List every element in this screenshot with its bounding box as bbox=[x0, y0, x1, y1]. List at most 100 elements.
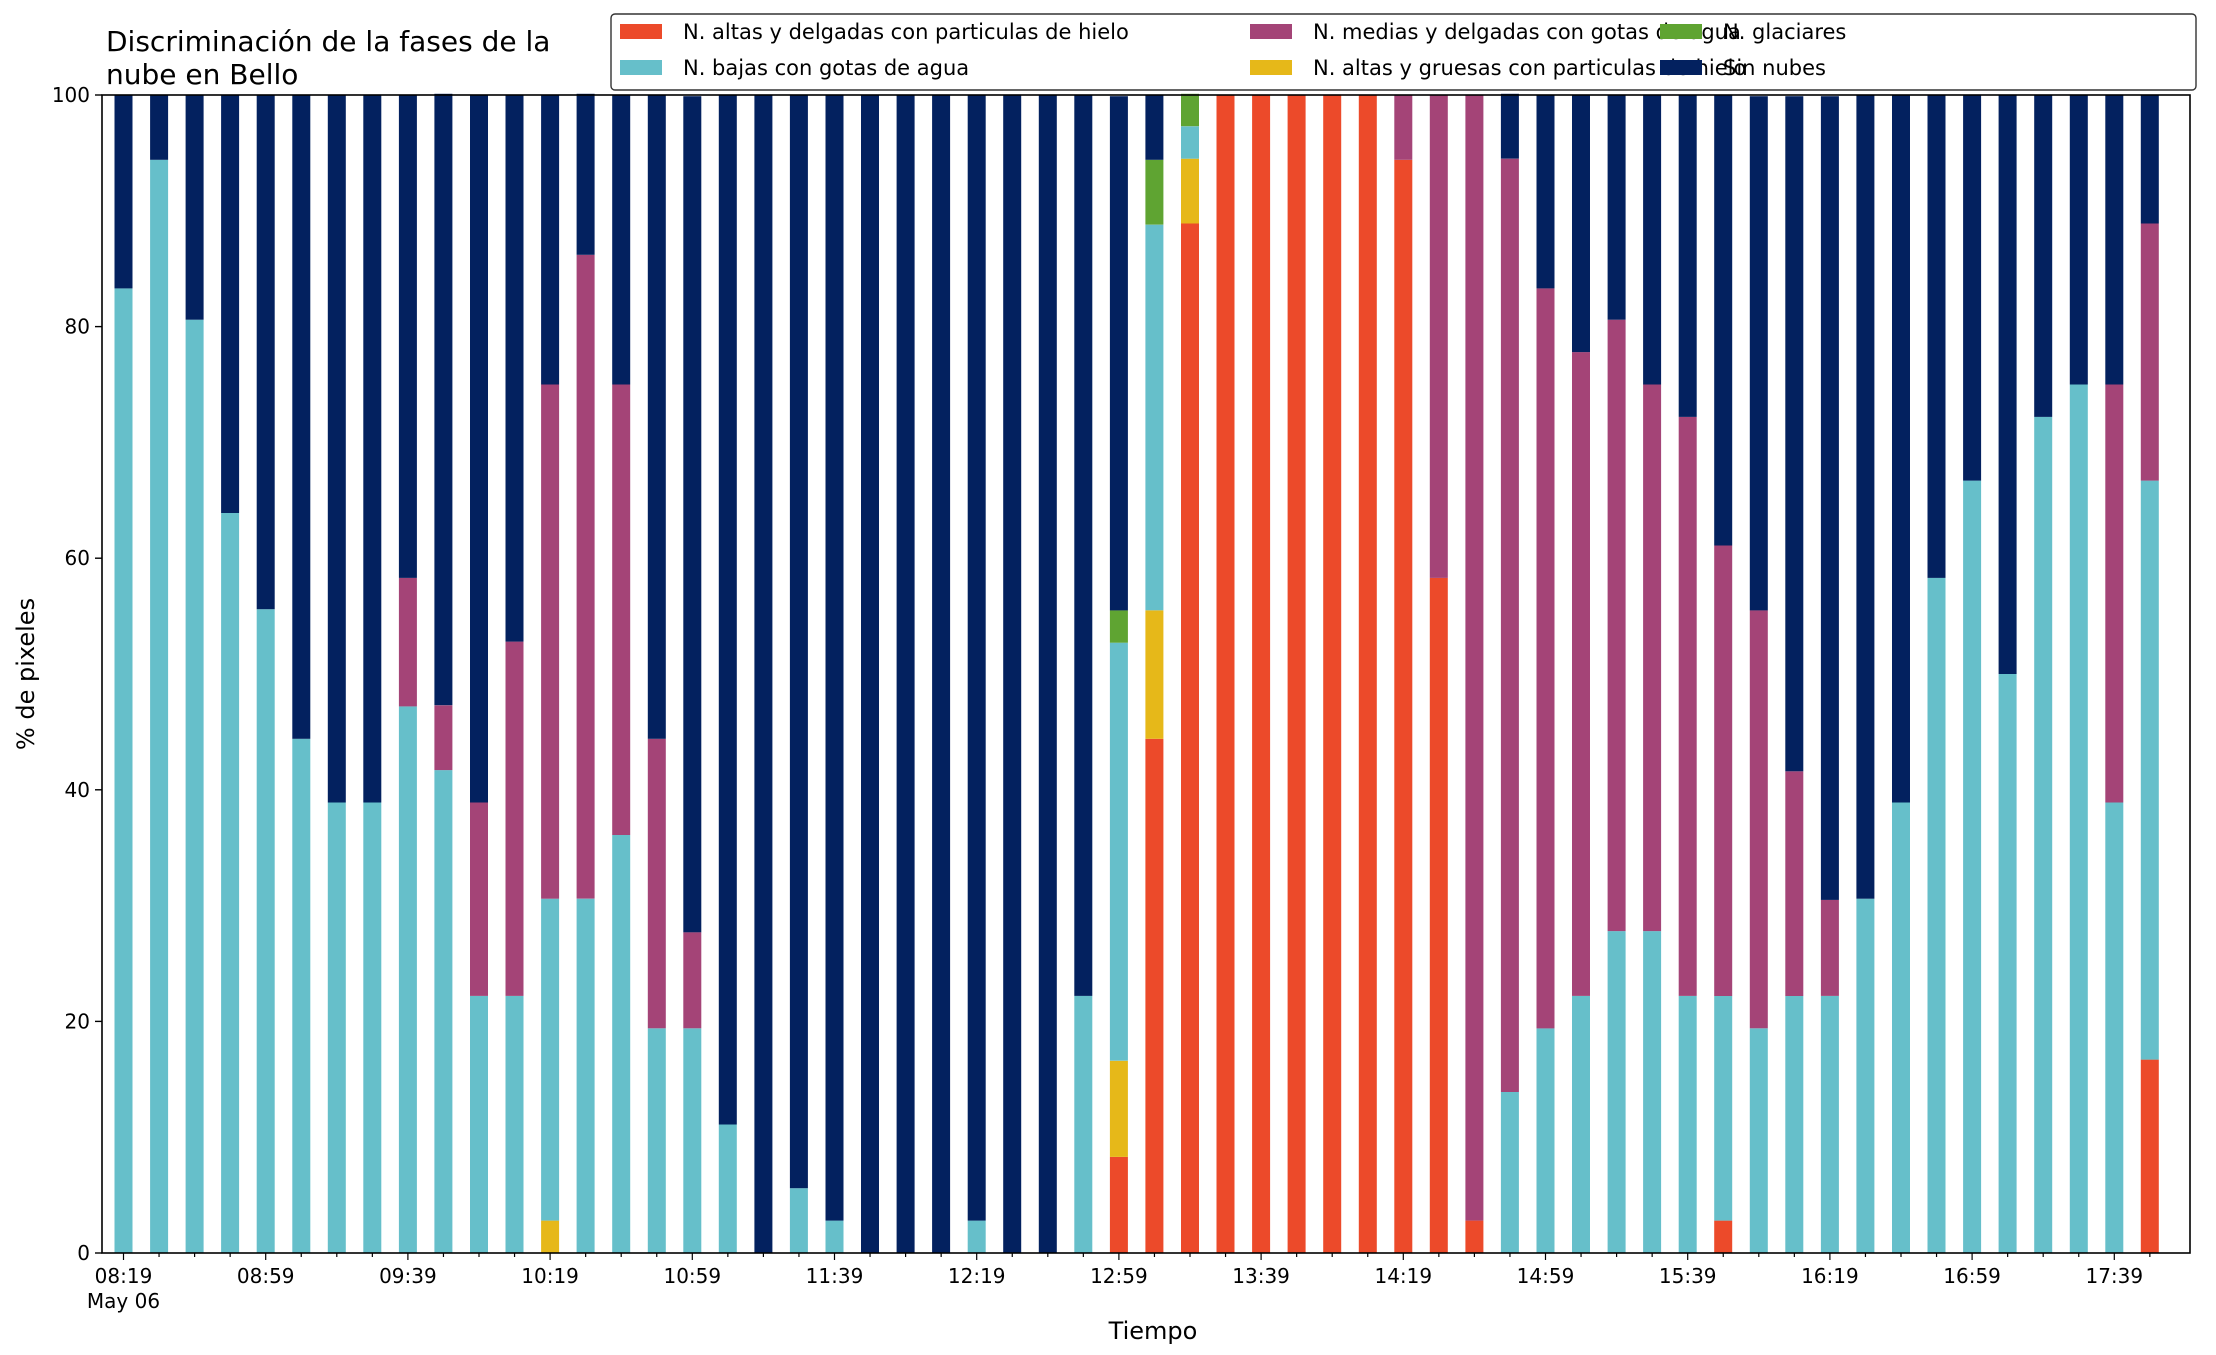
bar-segment bbox=[150, 159, 169, 1253]
legend-swatch bbox=[1250, 24, 1292, 39]
plot-frame bbox=[101, 94, 2191, 1254]
legend-swatch bbox=[1660, 60, 1702, 75]
bar-segment bbox=[789, 1188, 808, 1253]
bar-segment bbox=[185, 319, 204, 1253]
bar-segment bbox=[2069, 384, 2088, 1253]
bar-segment bbox=[1145, 159, 1164, 225]
bar-segment bbox=[825, 1220, 844, 1253]
bar-segment bbox=[647, 1028, 666, 1253]
y-tick-label: 100 bbox=[52, 83, 90, 107]
bar-segment bbox=[932, 95, 951, 1253]
y-axis: 0 20 40 60 80 100 bbox=[52, 83, 102, 1265]
bar-segment bbox=[1749, 1028, 1768, 1253]
x-tick-label: 13:39 bbox=[1232, 1264, 1290, 1288]
bar-segment bbox=[861, 95, 879, 1253]
x-tick-label: 12:19 bbox=[948, 1264, 1006, 1288]
bar-segment bbox=[434, 93, 453, 706]
bar-segment bbox=[1607, 95, 1626, 320]
bar-segment bbox=[1181, 158, 1199, 224]
bar-segment bbox=[363, 95, 382, 803]
legend-label: N. glaciares bbox=[1723, 20, 1846, 44]
bar-segment bbox=[1678, 95, 1697, 417]
bars-group bbox=[114, 93, 2159, 1254]
bar-segment bbox=[470, 995, 488, 1253]
bar-segment bbox=[1109, 1156, 1128, 1253]
bar-segment bbox=[256, 609, 275, 1253]
bar-segment bbox=[1892, 802, 1910, 1253]
bar-segment bbox=[1572, 352, 1590, 996]
bar-segment bbox=[1749, 610, 1768, 1029]
bar-segment bbox=[647, 738, 666, 1029]
bar-segment bbox=[434, 770, 453, 1253]
bar-segment bbox=[150, 95, 169, 160]
bar-segment bbox=[221, 513, 240, 1253]
bar-segment bbox=[1038, 95, 1057, 1253]
x-tick-label: 10:59 bbox=[663, 1264, 721, 1288]
legend: N. altas y delgadas con particulas de hi… bbox=[610, 13, 2197, 91]
chart-title-line-1: Discriminación de la fases de la bbox=[106, 25, 550, 58]
bar-segment bbox=[1429, 95, 1448, 578]
bar-segment bbox=[1500, 158, 1519, 1092]
bar-segment bbox=[1323, 95, 1342, 1253]
bar-segment bbox=[1145, 95, 1164, 160]
y-tick-label: 20 bbox=[65, 1009, 90, 1033]
bar-segment bbox=[718, 95, 737, 1125]
bar-segment bbox=[1074, 95, 1093, 996]
bar-segment bbox=[1429, 577, 1448, 1253]
legend-label: N. bajas con gotas de agua bbox=[683, 56, 969, 80]
bar-segment bbox=[1287, 95, 1306, 1253]
bar-segment bbox=[1643, 931, 1662, 1253]
bar-segment bbox=[789, 95, 808, 1189]
y-tick-label: 60 bbox=[65, 546, 90, 570]
bar-segment bbox=[398, 95, 417, 578]
bar-segment bbox=[683, 96, 702, 933]
bar-segment bbox=[2140, 95, 2159, 224]
x-tick-label: 10:19 bbox=[521, 1264, 579, 1288]
bar-segment bbox=[1145, 738, 1164, 1253]
bar-segment bbox=[398, 706, 417, 1253]
bar-segment bbox=[292, 95, 311, 739]
bar-segment bbox=[1109, 96, 1128, 611]
bar-segment bbox=[114, 288, 133, 1253]
bar-segment bbox=[1856, 898, 1875, 1253]
y-tick-label: 0 bbox=[77, 1241, 90, 1265]
bar-segment bbox=[1109, 1060, 1128, 1157]
bar-segment bbox=[1998, 95, 2017, 674]
bar-segment bbox=[2140, 480, 2159, 1060]
bar-segment bbox=[1785, 771, 1804, 996]
chart-title-line-2: nube en Bello bbox=[106, 58, 298, 91]
x-tick-date-label: May 06 bbox=[87, 1289, 160, 1313]
y-tick-label: 40 bbox=[65, 778, 90, 802]
x-tick-label: 08:59 bbox=[237, 1264, 295, 1288]
bar-segment bbox=[1820, 96, 1839, 900]
bar-segment bbox=[470, 95, 488, 803]
bar-segment bbox=[185, 95, 204, 320]
bar-segment bbox=[825, 95, 844, 1221]
bar-segment bbox=[2069, 95, 2088, 385]
legend-swatch bbox=[1660, 24, 1702, 39]
bar-segment bbox=[1252, 95, 1271, 1253]
x-tick-label: 17:39 bbox=[2085, 1264, 2143, 1288]
bar-segment bbox=[1394, 159, 1413, 1253]
bar-segment bbox=[1820, 995, 1839, 1253]
bar-segment bbox=[470, 802, 488, 996]
bar-segment bbox=[1927, 577, 1946, 1253]
bar-segment bbox=[1963, 95, 1982, 481]
x-tick-label: 16:19 bbox=[1801, 1264, 1859, 1288]
bar-segment bbox=[1643, 384, 1662, 932]
bar-segment bbox=[1500, 1092, 1519, 1253]
bar-segment bbox=[683, 932, 702, 1029]
bar-segment bbox=[327, 802, 346, 1253]
bar-segment bbox=[967, 1220, 986, 1253]
bar-segment bbox=[612, 384, 631, 835]
bar-segment bbox=[1074, 995, 1093, 1253]
bar-segment bbox=[2105, 802, 2124, 1253]
bar-segment bbox=[292, 738, 311, 1253]
bar-segment bbox=[2105, 384, 2124, 803]
bar-segment bbox=[1892, 95, 1910, 803]
bar-segment bbox=[1572, 95, 1590, 353]
x-tick-label: 14:59 bbox=[1517, 1264, 1575, 1288]
bar-segment bbox=[1998, 674, 2017, 1253]
legend-swatch bbox=[620, 60, 662, 75]
